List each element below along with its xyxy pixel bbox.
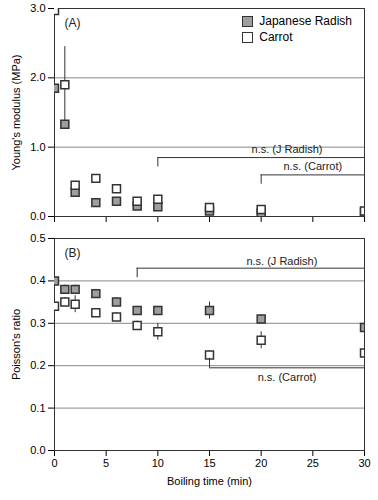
html-text:Carrot: Carrot bbox=[259, 30, 293, 44]
svg-text:(A): (A) bbox=[65, 16, 81, 30]
svg-text:0.1: 0.1 bbox=[30, 402, 45, 414]
svg-text:2.0: 2.0 bbox=[30, 71, 45, 83]
svg-text:0.3: 0.3 bbox=[30, 317, 45, 329]
svg-text:0.0: 0.0 bbox=[30, 210, 45, 222]
svg-text:3.0: 3.0 bbox=[30, 2, 45, 14]
svg-text:1.0: 1.0 bbox=[30, 141, 45, 153]
svg-text:n.s. (J Radish): n.s. (J Radish) bbox=[246, 254, 317, 266]
svg-text:0.5: 0.5 bbox=[30, 232, 45, 244]
svg-text:0.2: 0.2 bbox=[30, 359, 45, 371]
svg-text:(B): (B) bbox=[65, 246, 81, 260]
svg-text:n.s. (Carrot): n.s. (Carrot) bbox=[258, 371, 317, 383]
svg-text:25: 25 bbox=[307, 457, 319, 469]
svg-text:20: 20 bbox=[255, 457, 267, 469]
svg-text:Boiling time (min): Boiling time (min) bbox=[167, 475, 252, 487]
svg-text:n.s. (Carrot): n.s. (Carrot) bbox=[283, 160, 342, 172]
svg-text:10: 10 bbox=[152, 457, 164, 469]
svg-text:0.0: 0.0 bbox=[30, 444, 45, 456]
svg-text:Young's modulus (MPa): Young's modulus (MPa) bbox=[10, 54, 22, 170]
html-text:Japanese Radish: Japanese Radish bbox=[259, 14, 352, 28]
svg-text:15: 15 bbox=[203, 457, 215, 469]
svg-text:0: 0 bbox=[51, 457, 57, 469]
svg-text:5: 5 bbox=[103, 457, 109, 469]
svg-text:0.4: 0.4 bbox=[30, 274, 45, 286]
svg-text:30: 30 bbox=[358, 457, 370, 469]
svg-text:Poisson's ratio: Poisson's ratio bbox=[10, 309, 22, 380]
svg-text:n.s. (J Radish): n.s. (J Radish) bbox=[252, 143, 323, 155]
